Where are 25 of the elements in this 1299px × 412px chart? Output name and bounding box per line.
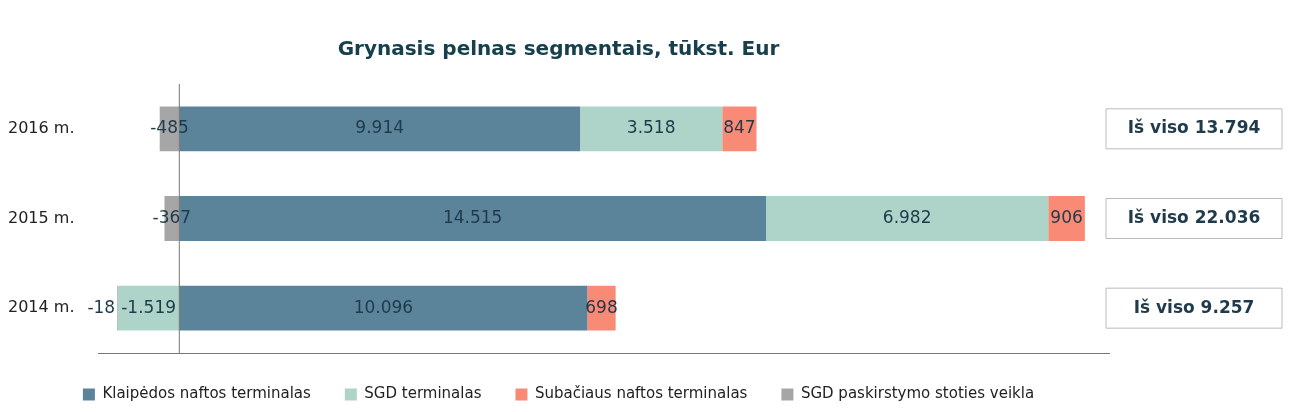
legend-label: SGD terminalas: [364, 384, 482, 403]
bar: [580, 106, 723, 152]
data-label: -367: [152, 206, 192, 227]
data-label: 10.096: [353, 296, 414, 317]
data-label: 9.914: [355, 117, 405, 138]
bar: [117, 285, 180, 331]
data-label: 906: [1050, 206, 1083, 227]
chart-title: Grynasis pelnas segmentais, tūkst. Eur: [337, 36, 780, 61]
data-label: 847: [723, 117, 756, 138]
y-tick-label: 2016 m.: [8, 117, 75, 137]
legend-label: SGD paskirstymo stoties veikla: [800, 384, 1035, 403]
data-label: -18: [87, 296, 116, 317]
legend-label: Klaipėdos naftos terminalas: [102, 384, 311, 403]
data-label: 14.515: [442, 206, 503, 227]
text: Iš viso 22.036: [1127, 206, 1261, 227]
bar: [766, 196, 1049, 241]
y-tick-label: 2015 m.: [8, 207, 75, 227]
data-label: 6.982: [882, 206, 932, 227]
bar: [179, 285, 588, 331]
text: Iš viso 13.794: [1127, 117, 1261, 138]
data-label: 3.518: [626, 117, 676, 138]
y-tick-label: 2014 m.: [8, 297, 75, 317]
data-label: -1.519: [121, 296, 177, 317]
legend-label: Subačiaus naftos terminalas: [534, 384, 748, 403]
text: Iš viso 9.257: [1133, 296, 1255, 317]
